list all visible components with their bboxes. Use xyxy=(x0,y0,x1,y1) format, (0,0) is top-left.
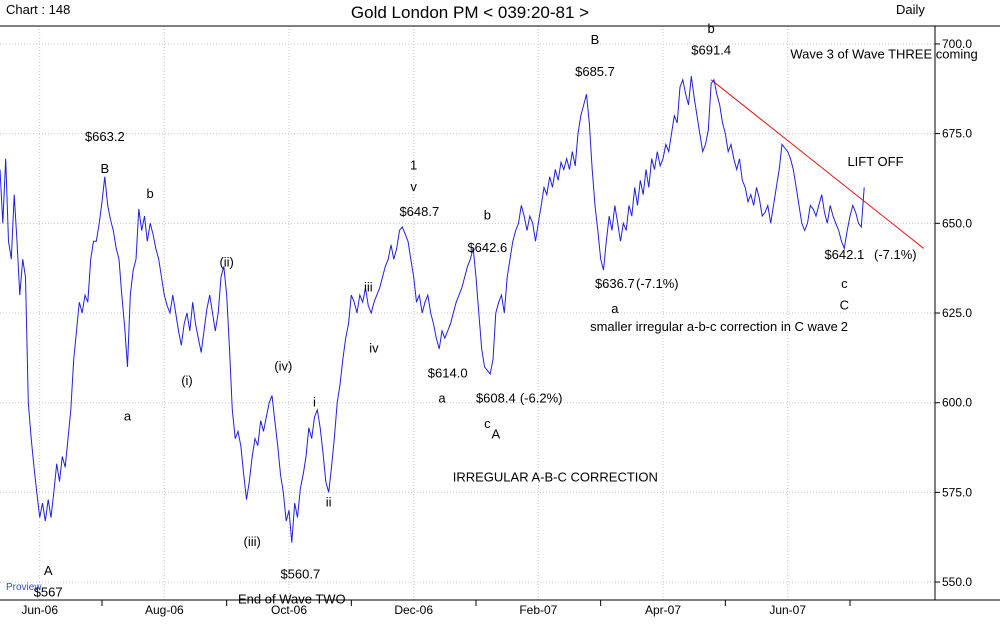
wave-annotation: b xyxy=(484,208,491,223)
downtrend-line xyxy=(710,79,924,249)
wave-annotation: iv xyxy=(369,340,379,355)
wave-annotation: iii xyxy=(364,279,373,294)
wave-annotation: b xyxy=(147,186,154,201)
x-tick-label: Dec-06 xyxy=(394,603,433,617)
y-tick-label: 575.0 xyxy=(942,485,972,499)
wave-annotation: 2 xyxy=(841,319,848,334)
wave-annotation: (i) xyxy=(181,373,193,388)
y-tick-label: 675.0 xyxy=(942,127,972,141)
wave-annotation: IRREGULAR A-B-C CORRECTION xyxy=(453,470,658,485)
wave-annotation: $642.6 xyxy=(467,240,507,255)
y-tick-label: 650.0 xyxy=(942,216,972,230)
x-tick-label: Jun-07 xyxy=(769,603,806,617)
wave-annotation: $648.7 xyxy=(399,204,439,219)
wave-annotation: i xyxy=(313,394,316,409)
x-tick-label: Oct-06 xyxy=(271,603,307,617)
wave-annotation: v xyxy=(410,179,417,194)
wave-annotation: (-7.1%) xyxy=(636,276,679,291)
wave-annotation: (ii) xyxy=(219,254,233,269)
x-tick-label: Feb-07 xyxy=(519,603,557,617)
wave-annotation: $663.2 xyxy=(85,129,125,144)
wave-annotation: $560.7 xyxy=(280,566,320,581)
y-tick-label: 600.0 xyxy=(942,396,972,410)
wave-annotation: c xyxy=(484,416,491,431)
chart-number-label: Chart : 148 xyxy=(6,2,71,17)
chart-title: Gold London PM < 039:20-81 > xyxy=(350,3,590,22)
wave-annotation: $642.1 xyxy=(824,247,864,262)
y-tick-label: 625.0 xyxy=(942,306,972,320)
wave-annotation: $567 xyxy=(34,584,63,599)
wave-annotation: A xyxy=(44,563,53,578)
x-tick-label: Jun-06 xyxy=(21,603,58,617)
wave-annotation: A xyxy=(491,427,500,442)
period-label: Daily xyxy=(896,2,925,17)
y-tick-label: 550.0 xyxy=(942,575,972,589)
y-tick-label: 700.0 xyxy=(942,37,972,51)
wave-annotation: a xyxy=(124,409,132,424)
wave-annotation: (-7.1%) xyxy=(874,247,917,262)
wave-annotation: Wave 3 of Wave THREE coming xyxy=(790,46,977,61)
wave-annotation: a xyxy=(611,301,619,316)
wave-annotation: b xyxy=(708,21,715,36)
wave-annotation: c xyxy=(841,276,848,291)
price-series-line xyxy=(0,76,865,543)
watermark-proview: Proview xyxy=(6,582,42,593)
wave-annotation: $614.0 xyxy=(428,366,468,381)
x-tick-label: Aug-06 xyxy=(145,603,184,617)
wave-annotation: C xyxy=(840,297,849,312)
wave-annotation: B xyxy=(100,161,109,176)
wave-annotation: (iv) xyxy=(274,358,292,373)
wave-annotation: ii xyxy=(326,495,332,510)
wave-annotation: End of Wave TWO xyxy=(238,592,346,607)
wave-annotation: smaller irregular a-b-c correction in C … xyxy=(590,319,838,334)
wave-annotation: (-6.2%) xyxy=(520,391,563,406)
wave-annotation: $608.4 xyxy=(476,391,516,406)
wave-annotation: $691.4 xyxy=(691,43,731,58)
wave-annotation: (iii) xyxy=(244,534,261,549)
wave-annotation: $685.7 xyxy=(575,64,615,79)
wave-annotation: LIFT OFF xyxy=(847,154,903,169)
wave-annotation: B xyxy=(591,32,600,47)
wave-annotation: $636.7 xyxy=(595,276,635,291)
wave-annotation: a xyxy=(438,391,446,406)
wave-annotation: 1 xyxy=(410,158,417,173)
x-tick-label: Apr-07 xyxy=(645,603,681,617)
